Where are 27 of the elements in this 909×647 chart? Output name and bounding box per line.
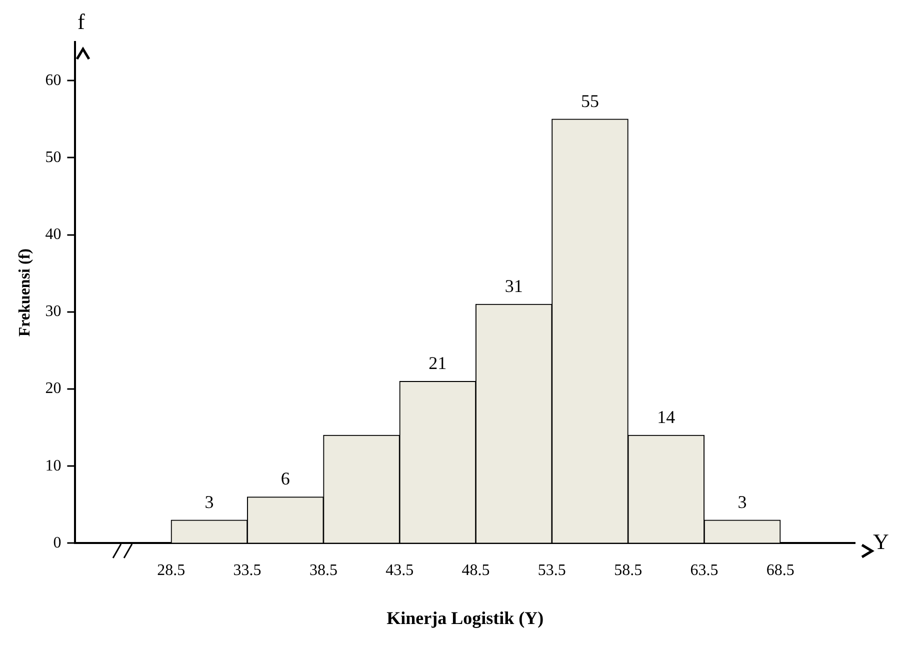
data-label: 6 xyxy=(280,468,290,489)
x-tick-label: 38.5 xyxy=(309,562,338,580)
x-tick-label: 43.5 xyxy=(386,562,414,580)
x-tick-label: 33.5 xyxy=(233,562,262,580)
y-tick-label: 20 xyxy=(45,380,62,398)
x-tick-label: 63.5 xyxy=(690,562,718,580)
y-tick-label: 10 xyxy=(45,457,62,474)
x-axis-title: Kinerja Logistik (Y) xyxy=(386,608,544,628)
data-label: 14 xyxy=(657,406,676,427)
data-label: 55 xyxy=(580,90,599,111)
y-tick-label: 30 xyxy=(45,303,62,320)
y-tick-label: 0 xyxy=(53,534,62,552)
x-tick-label: 48.5 xyxy=(462,562,490,580)
y-axis-title: Frekuensi (f) xyxy=(16,248,34,337)
data-label: 3 xyxy=(204,492,214,512)
x-tick-label: 68.5 xyxy=(766,562,794,580)
data-label: 3 xyxy=(738,492,747,512)
text: f xyxy=(78,8,86,34)
data-label: 21 xyxy=(428,353,447,374)
y-tick-label: 60 xyxy=(45,72,62,89)
x-tick-label: 58.5 xyxy=(614,562,642,580)
y-tick-label: 40 xyxy=(45,226,62,243)
x-tick-label: 53.5 xyxy=(538,562,566,580)
text: Y xyxy=(873,528,889,554)
x-tick-label: 28.5 xyxy=(157,562,186,580)
data-label: 31 xyxy=(504,276,523,296)
y-tick-label: 50 xyxy=(45,148,62,166)
